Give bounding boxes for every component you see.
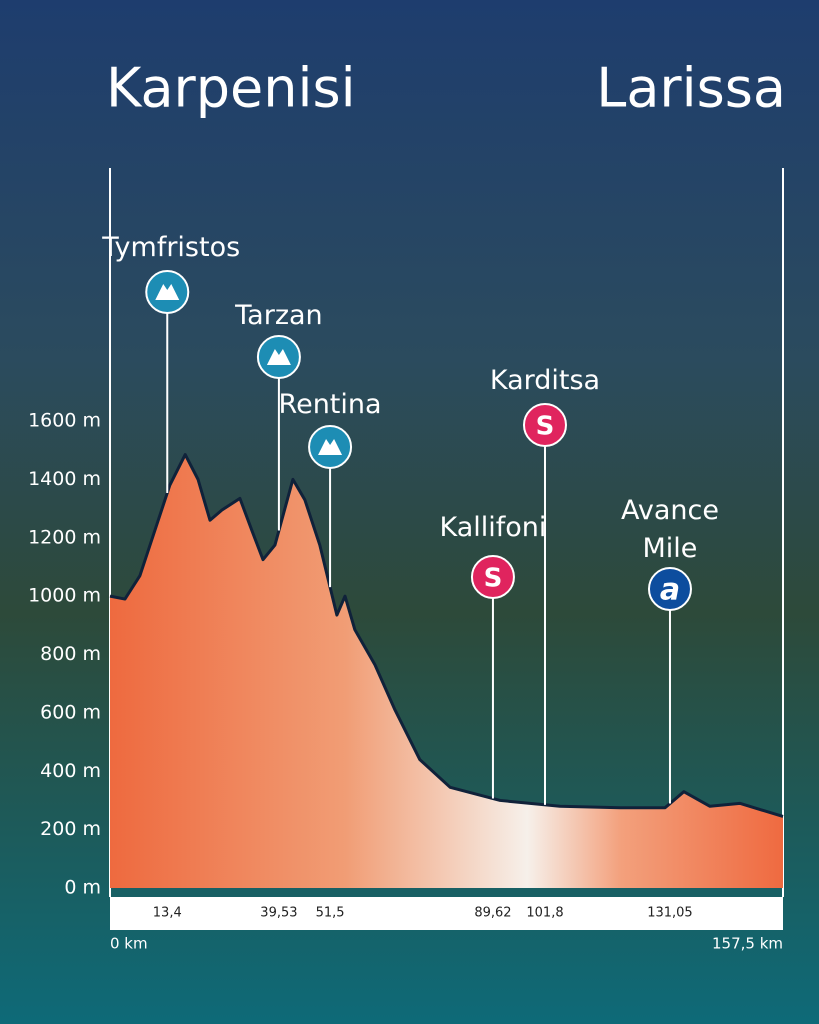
marker-label: Tymfristos bbox=[102, 232, 241, 263]
x-tick-label: 131,05 bbox=[647, 906, 693, 921]
y-tick-label: 1400 m bbox=[28, 468, 101, 490]
marker-label: Karditsa bbox=[489, 365, 601, 396]
x-tick-label: 157,5 km bbox=[712, 935, 783, 953]
y-tick-label: 0 m bbox=[64, 877, 101, 899]
marker-letter: S bbox=[484, 564, 503, 594]
marker-label: Kallifoni bbox=[439, 512, 547, 543]
mountain-glyph bbox=[318, 439, 343, 455]
y-tick-label: 600 m bbox=[40, 701, 101, 723]
marker-label: Tarzan bbox=[235, 300, 323, 331]
marker-circle bbox=[522, 403, 567, 447]
marker-icon: S bbox=[470, 555, 515, 599]
x-tick-label: 13,4 bbox=[153, 906, 182, 921]
marker-icon: a bbox=[647, 567, 692, 611]
end-title: Larissa bbox=[596, 57, 786, 120]
start-title: Karpenisi bbox=[106, 57, 356, 120]
marker-icon bbox=[256, 335, 301, 379]
km-strip bbox=[110, 897, 783, 930]
profile-line bbox=[109, 453, 784, 818]
y-tick-label: 1000 m bbox=[28, 585, 101, 607]
marker-icon: S bbox=[522, 403, 567, 447]
marker-letter: a bbox=[660, 573, 680, 608]
y-tick-label: 400 m bbox=[40, 760, 101, 782]
marker-label: Avance Mile bbox=[620, 495, 719, 564]
mountain-glyph bbox=[155, 284, 180, 300]
marker-circle bbox=[647, 567, 692, 611]
y-tick-label: 1600 m bbox=[28, 410, 101, 432]
mountain-glyph bbox=[266, 349, 291, 365]
x-tick-label: 39,53 bbox=[260, 906, 297, 921]
y-tick-label: 1200 m bbox=[28, 526, 101, 548]
marker-icon bbox=[308, 425, 353, 469]
x-tick-label: 0 km bbox=[110, 935, 148, 953]
profile-area bbox=[110, 454, 783, 888]
y-tick-label: 200 m bbox=[40, 818, 101, 840]
x-tick-label: 101,8 bbox=[526, 906, 563, 921]
y-tick-label: 800 m bbox=[40, 643, 101, 665]
marker-letter: S bbox=[536, 412, 555, 442]
marker-icon bbox=[145, 270, 190, 314]
marker-label: Rentina bbox=[278, 389, 382, 420]
x-tick-label: 51,5 bbox=[316, 906, 345, 921]
marker-circle bbox=[470, 555, 515, 599]
x-tick-label: 89,62 bbox=[474, 906, 511, 921]
